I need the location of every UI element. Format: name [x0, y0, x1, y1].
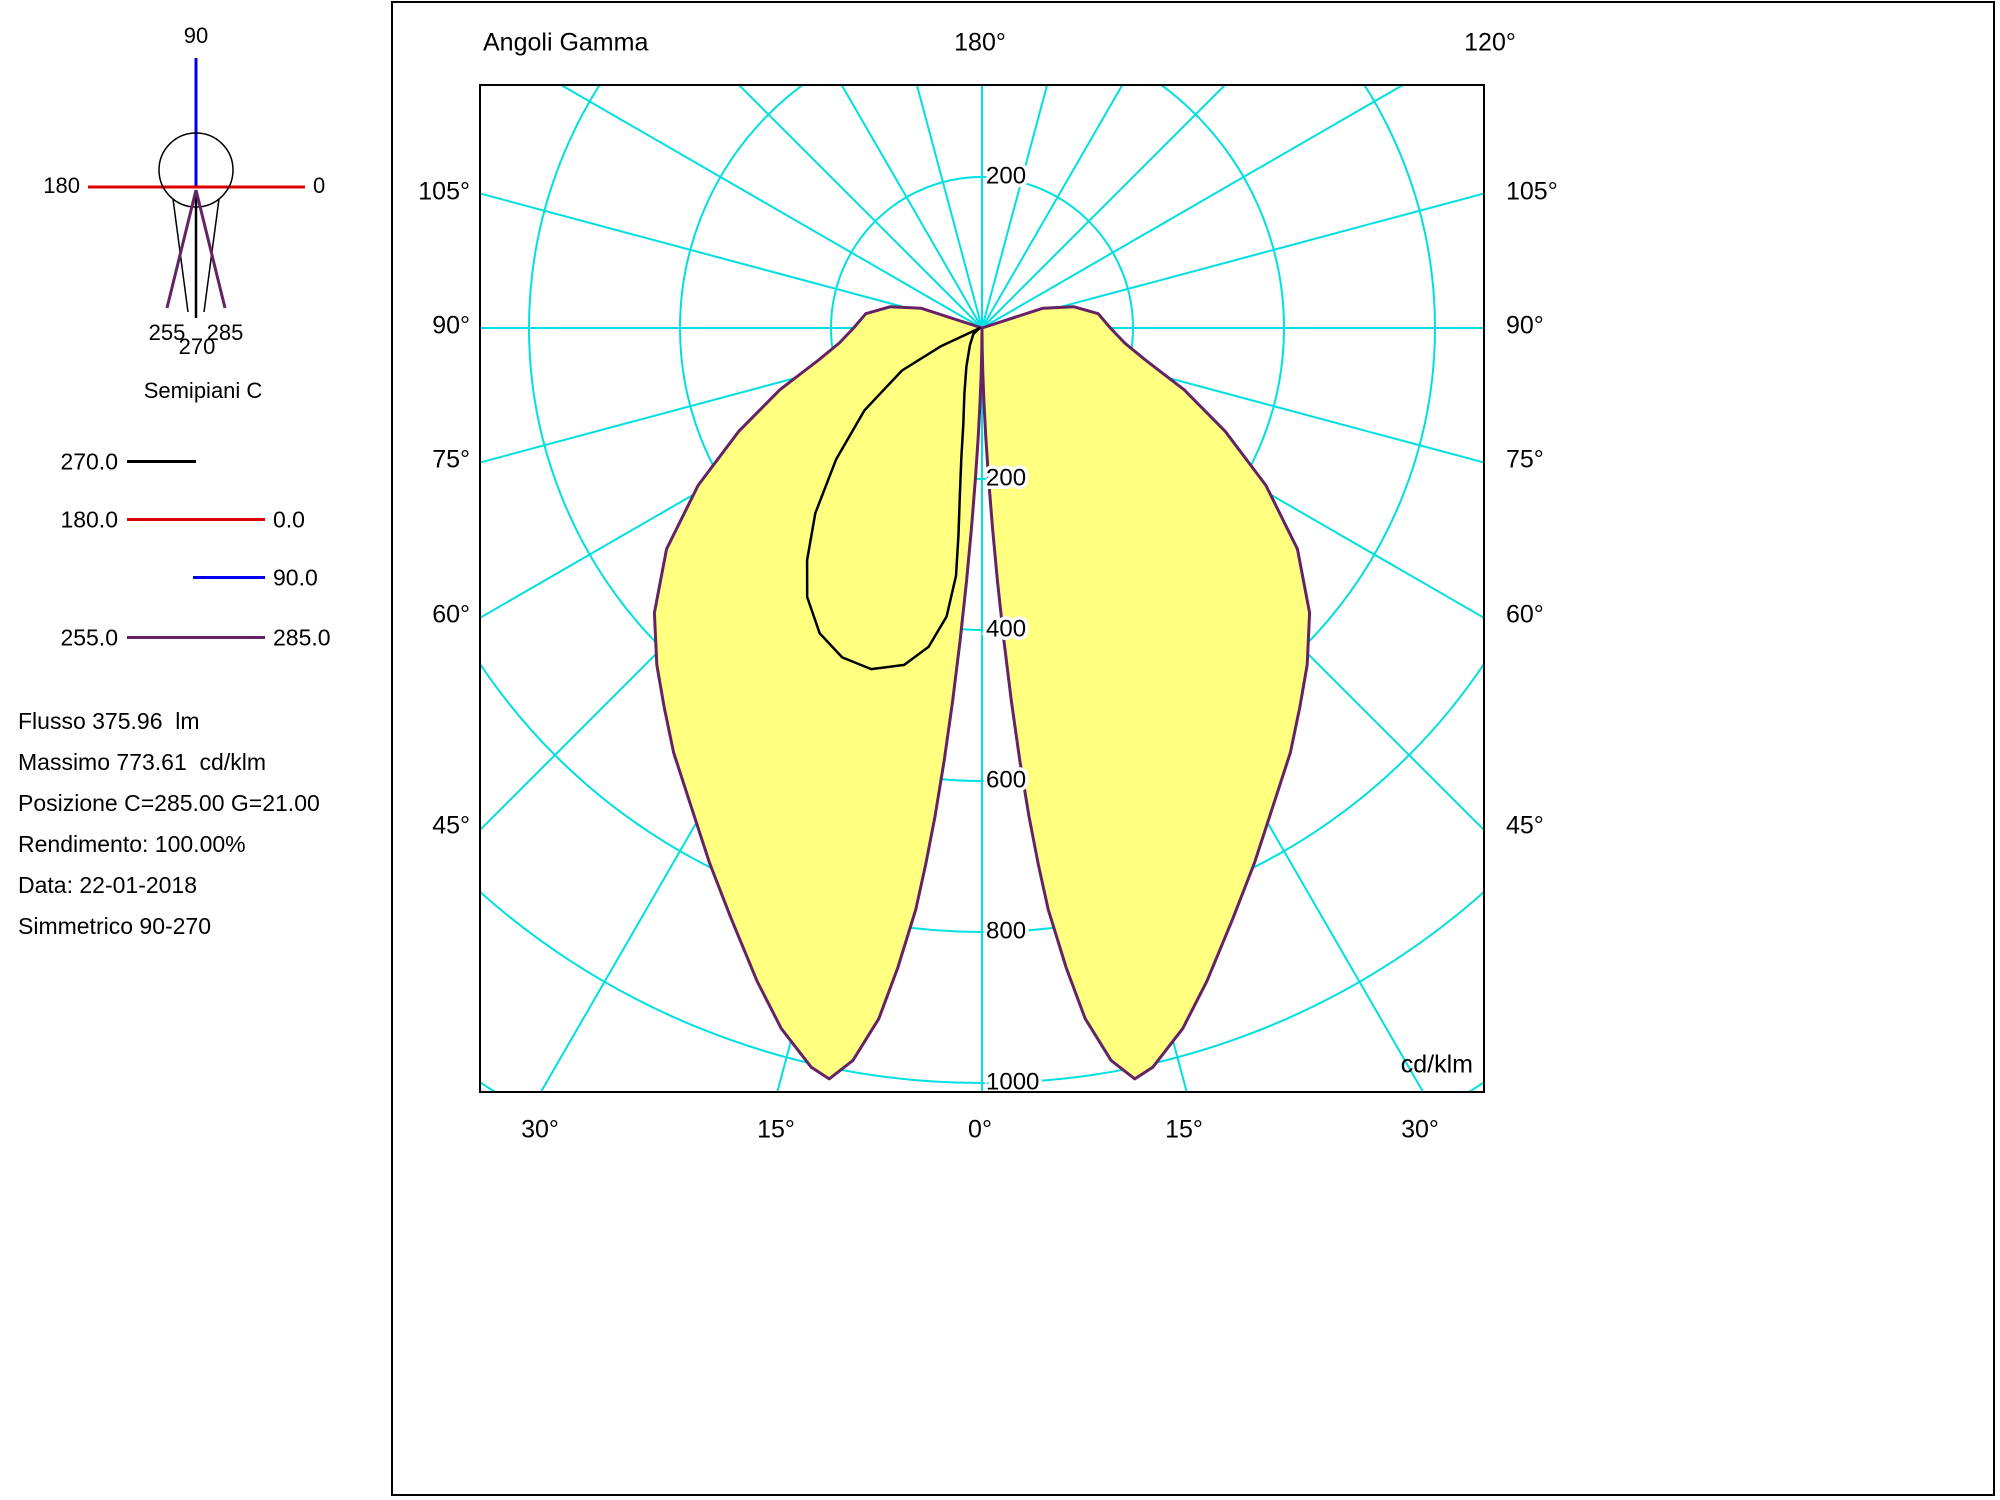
ring-value-label: 600: [986, 766, 1026, 793]
unit-label: cd/klm: [1400, 1050, 1473, 1079]
polar-grid: [481, 86, 1483, 1091]
info-simmetrico: Simmetrico 90-270: [18, 913, 212, 939]
ring-value-label: 800: [986, 917, 1026, 944]
legend-270-label: 270.0: [60, 448, 118, 475]
semipiani-diagram: [88, 58, 305, 318]
gamma-label-left-105: 105°: [418, 177, 470, 206]
legend-285-label: 285.0: [273, 624, 331, 651]
ring-value-label: 400: [986, 615, 1026, 642]
semipiani-title: Semipiani C: [143, 378, 263, 403]
chart-frame: [391, 1, 1995, 1496]
ring-value-label: 200: [986, 464, 1026, 491]
chart-title: Angoli Gamma: [483, 28, 649, 57]
gamma-label-bottom-30L: 30°: [521, 1115, 559, 1144]
info-massimo: Massimo 773.61 cd/klm: [18, 749, 266, 775]
legend-90-label: 90.0: [273, 564, 318, 591]
gamma-label-top-180: 180°: [954, 28, 1006, 57]
gamma-label-right-90: 90°: [1506, 311, 1544, 340]
polar-intensity-chart: 200 200 400 600 800 1000: [479, 84, 1485, 1093]
gamma-label-right-105: 105°: [1506, 177, 1558, 206]
gamma-label-left-75: 75°: [432, 445, 470, 474]
legend-180-label: 180.0: [60, 506, 118, 533]
info-posizione: Posizione C=285.00 G=21.00: [18, 790, 320, 816]
gamma-label-left-90: 90°: [432, 311, 470, 340]
gamma-label-bottom-15R: 15°: [1165, 1115, 1203, 1144]
c285-axis-line: [194, 189, 227, 309]
gamma-label-bottom-30R: 30°: [1401, 1115, 1439, 1144]
ring-value-label: 1000: [986, 1068, 1039, 1093]
semipiani-label-0: 0: [313, 173, 326, 198]
semipiani-label-90: 90: [183, 23, 209, 48]
gamma-label-bottom-0: 0°: [968, 1115, 992, 1144]
gamma-label-top-120: 120°: [1464, 28, 1516, 57]
semipiani-label-285: 285: [206, 320, 244, 345]
semipiani-label-270: 270: [178, 334, 216, 359]
gamma-label-left-60: 60°: [432, 600, 470, 629]
gamma-label-left-45: 45°: [432, 811, 470, 840]
intensity-lobes-255-285: [652, 305, 1312, 1081]
gamma-label-right-75: 75°: [1506, 445, 1544, 474]
legend-255-label: 255.0: [60, 624, 118, 651]
gamma-label-right-60: 60°: [1506, 600, 1544, 629]
info-flusso: Flusso 375.96 lm: [18, 708, 200, 734]
gamma-label-bottom-15L: 15°: [757, 1115, 795, 1144]
info-rendimento: Rendimento: 100.00%: [18, 831, 246, 857]
c255-axis-line: [165, 189, 198, 309]
legend-180-0-line: [127, 518, 265, 521]
intensity-curve-270: [805, 326, 981, 671]
semipiani-label-180: 180: [43, 173, 80, 198]
legend-255-285-line: [127, 636, 265, 639]
legend-270-line: [127, 460, 196, 463]
ring-value-label: 200: [986, 162, 1026, 189]
legend-90-line: [193, 576, 265, 579]
info-data: Data: 22-01-2018: [18, 872, 198, 898]
gamma-label-right-45: 45°: [1506, 811, 1544, 840]
semipiani-label-255: 255: [148, 320, 186, 345]
legend-0-label: 0.0: [273, 506, 305, 533]
